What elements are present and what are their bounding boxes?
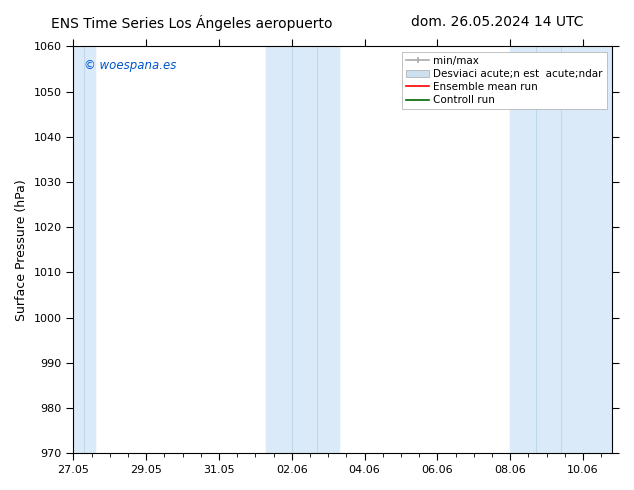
Bar	[510, 47, 612, 453]
Text: ENS Time Series Los Ángeles aeropuerto: ENS Time Series Los Ángeles aeropuerto	[51, 15, 332, 31]
Bar	[266, 47, 339, 453]
Bar	[74, 47, 95, 453]
Legend: min/max, Desviaci acute;n est  acute;ndar, Ensemble mean run, Controll run: min/max, Desviaci acute;n est acute;ndar…	[402, 51, 607, 109]
Text: dom. 26.05.2024 14 UTC: dom. 26.05.2024 14 UTC	[411, 15, 583, 29]
Text: © woespana.es: © woespana.es	[84, 59, 177, 72]
Y-axis label: Surface Pressure (hPa): Surface Pressure (hPa)	[15, 179, 28, 320]
